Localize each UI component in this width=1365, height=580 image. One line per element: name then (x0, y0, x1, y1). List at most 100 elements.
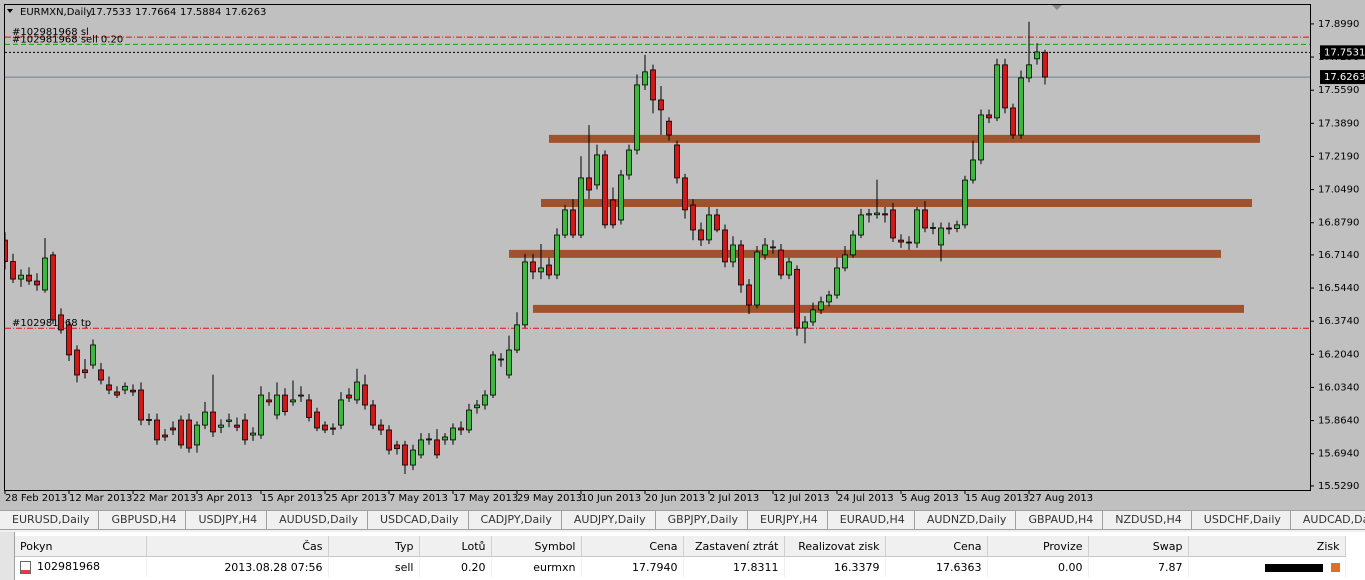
column-header[interactable]: Symbol (491, 536, 582, 557)
candle-body (218, 424, 224, 428)
x-tick-label: 10 Jun 2013 (581, 493, 641, 504)
candle-body (834, 267, 840, 296)
cell-text: 7.87 (1158, 560, 1183, 574)
table-cell: 0.00 (987, 556, 1089, 577)
column-header[interactable]: Pokyn (15, 536, 147, 557)
candle-body (322, 424, 328, 431)
candle-body (290, 399, 296, 403)
symbol-tab[interactable]: USDJPY,H4 (186, 511, 268, 529)
candle-body (370, 404, 376, 426)
x-tick-label: 15 Aug 2013 (965, 493, 1029, 504)
plot: #102981968 sl#102981968 sell 0.20 #102981… (5, 21, 1310, 475)
candle-body (682, 177, 688, 211)
candle-body (922, 209, 928, 229)
candle-body (698, 229, 704, 241)
candle-body (714, 214, 720, 231)
candle-body (18, 274, 24, 280)
symbol-tab[interactable]: EURUSD,Daily (0, 511, 100, 529)
symbol-tab[interactable]: EURJPY,H4 (748, 511, 828, 529)
column-header[interactable]: Typ (328, 536, 420, 557)
close-order-icon[interactable] (1330, 563, 1340, 572)
table-cell: 16.3379 (784, 556, 886, 577)
table-cell: 17.7940 (581, 556, 684, 577)
symbol-tabs: EURUSD,Daily GBPUSD,H4 USDJPY,H4 AUDUSD,Dai… (0, 510, 1365, 530)
candle-body (34, 280, 40, 286)
symbol-tab[interactable]: AUDNZD,Daily (915, 511, 1017, 529)
table-cell: 17.6363 (885, 556, 988, 577)
symbol-tab[interactable]: CADJPY,Daily (469, 511, 562, 529)
candle-body (226, 419, 232, 422)
x-tick-label: 24 Jul 2013 (837, 493, 894, 504)
candle-body (154, 419, 160, 441)
y-tick-label: 15.8640 (1318, 416, 1359, 427)
column-header[interactable]: Realizovat zisk (784, 536, 886, 557)
symbol-tab[interactable]: USDCHF,Daily (1192, 511, 1291, 529)
symbol-tab[interactable]: GBPAUD,H4 (1016, 511, 1104, 529)
candle-body (538, 267, 544, 273)
candle-body (114, 391, 120, 396)
candle-body (402, 444, 408, 466)
candle-body (562, 209, 568, 236)
candle-body (234, 424, 240, 428)
candle-body (954, 224, 960, 229)
candle-body (786, 261, 792, 276)
candle-body (434, 439, 440, 456)
candle-body (938, 227, 944, 246)
candle-body (874, 212, 880, 216)
x-tick-label: 2 Jul 2013 (709, 493, 759, 504)
ask-tag-box (1320, 45, 1365, 60)
candle-body (314, 411, 320, 429)
candle-body (818, 301, 824, 311)
symbol-tab[interactable]: USDCAD,Daily (368, 511, 469, 529)
y-tick-label: 16.5440 (1318, 283, 1359, 294)
x-tick-label: 12 Mar 2013 (69, 493, 132, 504)
candle-body (554, 234, 560, 276)
y-tick-label: 16.0340 (1318, 382, 1359, 393)
y-tick-label: 15.5290 (1318, 481, 1359, 492)
redacted-box (1264, 563, 1323, 572)
candle-body (122, 385, 128, 391)
menu-arrow[interactable] (7, 9, 13, 13)
column-header[interactable]: Zisk (1188, 536, 1346, 557)
candle-body (986, 114, 992, 119)
symbol-tab[interactable]: AUDUSD,Daily (267, 511, 368, 529)
column-header[interactable]: Cena (885, 536, 988, 557)
column-header[interactable]: Cena (581, 536, 684, 557)
column-header[interactable]: Lotů (419, 536, 492, 557)
symbol-tab[interactable]: GBPUSD,H4 (99, 511, 187, 529)
bid-tag-box (1320, 70, 1365, 85)
column-header[interactable]: Swap (1088, 536, 1189, 557)
profit-cell (1188, 556, 1346, 577)
candle-body (730, 244, 736, 263)
candle-body (498, 358, 504, 361)
x-tick-label: 3 Apr 2013 (197, 493, 252, 504)
y-tick-label: 17.0490 (1318, 185, 1359, 196)
symbol-tab[interactable]: AUDCAD,Daily (1291, 511, 1365, 529)
candle-body (898, 239, 904, 243)
y-tick-label: 17.2190 (1318, 151, 1359, 162)
cell-text: sell (394, 560, 414, 574)
candle-body (458, 427, 464, 431)
x-tick-label: 22 Mar 2013 (133, 493, 196, 504)
symbol-tab[interactable]: GBPJPY,Daily (656, 511, 749, 529)
symbol-tab[interactable]: AUDJPY,Daily (562, 511, 656, 529)
candle-body (58, 314, 64, 331)
symbol-tab[interactable]: EURAUD,H4 (828, 511, 915, 529)
column-header[interactable]: Provize (987, 536, 1089, 557)
candle-body (674, 144, 680, 179)
table-cell: sell (328, 556, 420, 577)
last-open: 17.7533 (90, 7, 131, 18)
candle-body (450, 427, 456, 441)
symbol-tab[interactable]: NZDUSD,H4 (1103, 511, 1192, 529)
last-low: 17.5884 (180, 7, 221, 18)
column-header[interactable]: Zastavení ztrát (683, 536, 785, 557)
table-cell: 7.87 (1088, 556, 1189, 577)
cell-text: 17.6363 (936, 560, 982, 574)
column-header[interactable]: Čas (146, 536, 329, 557)
candle-body (514, 324, 520, 351)
x-tick-label: 5 Aug 2013 (901, 493, 959, 504)
x-tick-label: 17 May 2013 (453, 493, 518, 504)
chart-title: EURMXN,Daily (20, 7, 92, 18)
candle-body (746, 284, 752, 306)
orders-table: Pokyn Čas Typ Lotů Symbol Cena Zastavení ztrát… (15, 536, 1346, 577)
